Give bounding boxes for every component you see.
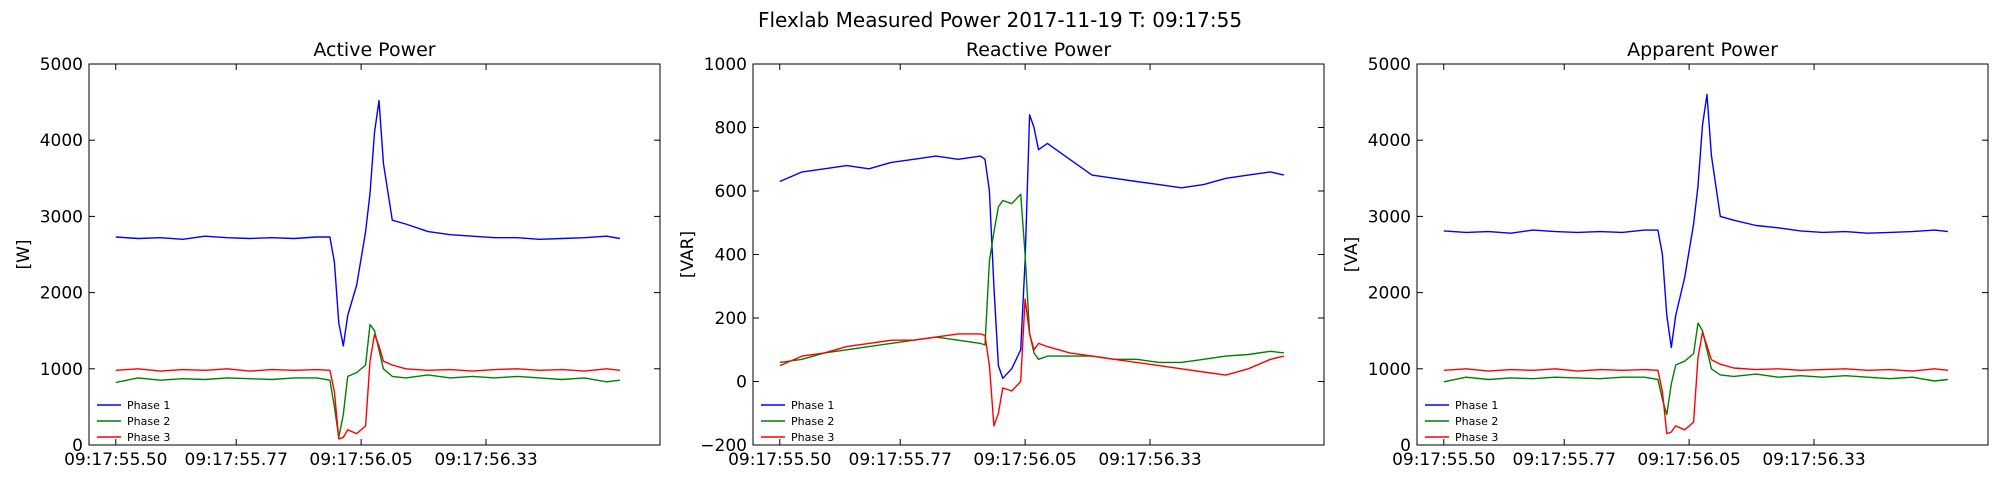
x-tick-label: 09:17:56.05 <box>309 450 412 470</box>
legend: Phase 1 Phase 2 Phase 3 <box>761 399 834 444</box>
x-tick-label: 09:17:56.33 <box>1762 450 1865 470</box>
y-tick-label: 400 <box>715 246 747 266</box>
chart-reactive-power: Reactive Power −200 0 200 400 600 800 1000 09:17… <box>678 39 1325 470</box>
legend-label-phase-2: Phase 2 <box>791 415 834 428</box>
legend-label-phase-1: Phase 1 <box>791 399 834 412</box>
x-tick-label: 09:17:55.77 <box>185 450 288 470</box>
chart-title: Reactive Power <box>966 39 1111 61</box>
x-tick-label: 09:17:55.77 <box>1513 450 1616 470</box>
chart-apparent-power: Apparent Power 0 1000 2000 3000 4000 5000 09:17… <box>1342 39 1989 470</box>
y-tick-label: 1000 <box>1368 360 1411 380</box>
y-axis-label: [W] <box>14 239 34 269</box>
legend-label-phase-2: Phase 2 <box>1455 415 1498 428</box>
legend-label-phase-3: Phase 3 <box>127 431 170 444</box>
legend-label-phase-1: Phase 1 <box>1455 399 1498 412</box>
chart-title: Active Power <box>313 39 435 61</box>
series-line-phase-1 <box>779 114 1285 379</box>
series-line-phase-2 <box>115 323 620 439</box>
y-axis-label: [VA] <box>1342 237 1362 272</box>
y-tick-label: 800 <box>715 119 747 139</box>
x-tick-label: 09:17:56.33 <box>1098 450 1201 470</box>
y-tick-label: 600 <box>715 182 747 202</box>
y-tick-label: 1000 <box>40 360 83 380</box>
x-tick-label: 09:17:56.33 <box>434 450 537 470</box>
series-line-phase-3 <box>1443 331 1948 435</box>
x-tick-label: 09:17:55.77 <box>849 450 952 470</box>
figure-title: Flexlab Measured Power 2017-11-19 T: 09:… <box>758 8 1242 32</box>
series-line-phase-3 <box>115 333 620 440</box>
y-tick-label: 0 <box>1400 436 1411 456</box>
legend-label-phase-3: Phase 3 <box>1455 431 1498 444</box>
x-tick-label: 09:17:55.50 <box>64 450 167 470</box>
legend-label-phase-2: Phase 2 <box>127 415 170 428</box>
y-tick-label: 2000 <box>40 284 83 304</box>
y-tick-label: 0 <box>72 436 83 456</box>
x-tick-label: 09:17:55.50 <box>1392 450 1495 470</box>
x-tick-label: 09:17:56.05 <box>973 450 1076 470</box>
series-line-phase-2 <box>779 193 1284 364</box>
y-tick-label: 1000 <box>704 55 747 75</box>
legend-label-phase-3: Phase 3 <box>791 431 834 444</box>
series-line-phase-2 <box>1443 322 1948 416</box>
series-line-phase-3 <box>779 298 1285 427</box>
legend: Phase 1 Phase 2 Phase 3 <box>97 399 170 444</box>
y-tick-label: 2000 <box>1368 284 1411 304</box>
y-tick-label: 4000 <box>1368 131 1411 151</box>
legend: Phase 1 Phase 2 Phase 3 <box>1425 399 1498 444</box>
y-tick-label: 5000 <box>40 55 83 75</box>
y-tick-label: 3000 <box>40 207 83 227</box>
plot-frame <box>1416 63 1989 446</box>
series-line-phase-1 <box>1443 93 1948 349</box>
y-tick-label: 0 <box>736 373 747 393</box>
chart-panels: Active Power01000200030004000500009:17:5… <box>14 39 1989 470</box>
y-axis-label: [VAR] <box>678 231 698 278</box>
x-tick-label: 09:17:55.50 <box>728 450 831 470</box>
chart-title: Apparent Power <box>1627 39 1778 61</box>
series-line-phase-1 <box>115 99 621 347</box>
legend-label-phase-1: Phase 1 <box>127 399 170 412</box>
chart-active-power: Active Power 0 1000 2000 3000 4000 5000 09:17:5… <box>14 39 661 470</box>
y-tick-label: 3000 <box>1368 207 1411 227</box>
x-tick-label: 09:17:56.05 <box>1637 450 1740 470</box>
y-tick-label: 4000 <box>40 131 83 151</box>
y-tick-label: 5000 <box>1368 55 1411 75</box>
y-tick-label: −200 <box>700 436 747 456</box>
plot-frame <box>88 63 661 446</box>
y-tick-label: 200 <box>715 309 747 329</box>
plot-frame <box>752 63 1325 446</box>
